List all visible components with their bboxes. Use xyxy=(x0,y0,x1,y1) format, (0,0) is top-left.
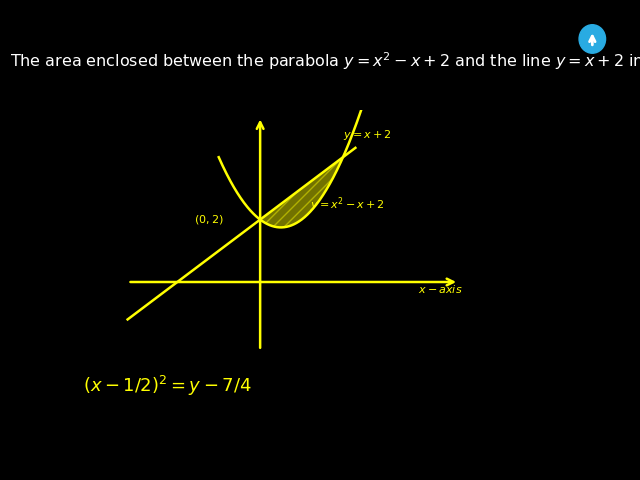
Text: $y = x^2 - x + 2$: $y = x^2 - x + 2$ xyxy=(310,195,385,214)
Text: $x - axis$: $x - axis$ xyxy=(417,283,462,295)
Circle shape xyxy=(579,24,605,53)
Text: The area enclosed between the parabola $y = x^2 - x + 2$ and the line $y = x + 2: The area enclosed between the parabola $… xyxy=(10,50,640,72)
Text: $(x - 1/2)^2 = y - 7/4$: $(x - 1/2)^2 = y - 7/4$ xyxy=(83,374,252,398)
Text: $(0, 2)$: $(0, 2)$ xyxy=(194,213,223,226)
Text: toppr: toppr xyxy=(577,71,607,81)
Text: $y = x+2$: $y = x+2$ xyxy=(343,129,392,143)
